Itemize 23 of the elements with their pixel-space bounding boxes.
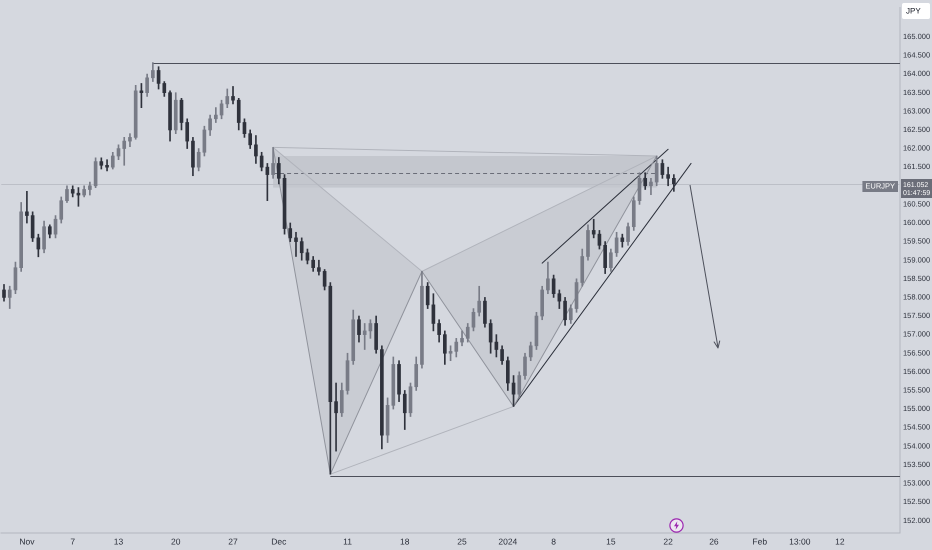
- x-tick-label: 11: [343, 536, 352, 546]
- x-tick-label: 13:00: [789, 536, 811, 546]
- x-tick-label: Dec: [271, 536, 288, 546]
- candlestick: [334, 382, 338, 452]
- x-tick-label: 8: [551, 536, 556, 546]
- x-tick-label: 7: [70, 536, 76, 546]
- candlestick: [105, 159, 109, 172]
- y-axis-title: JPY: [906, 6, 922, 16]
- x-tick-label: 13: [114, 536, 124, 546]
- x-tick-label: 20: [171, 536, 181, 546]
- x-tick-label: 18: [400, 536, 410, 546]
- candlestick: [294, 232, 298, 257]
- x-tick-label: 12: [835, 536, 845, 546]
- x-tick-label: 26: [709, 536, 719, 546]
- x-tick-label: 27: [228, 536, 238, 546]
- x-tick-label: 22: [663, 536, 674, 546]
- x-tick-label: Feb: [752, 536, 768, 546]
- x-tick-label: 15: [606, 536, 616, 546]
- x-tick-label: 25: [457, 536, 468, 546]
- candlestick: [448, 345, 452, 362]
- candlestick: [76, 187, 80, 207]
- x-tick-label: Nov: [19, 536, 36, 546]
- x-tick-label: 2024: [498, 536, 518, 546]
